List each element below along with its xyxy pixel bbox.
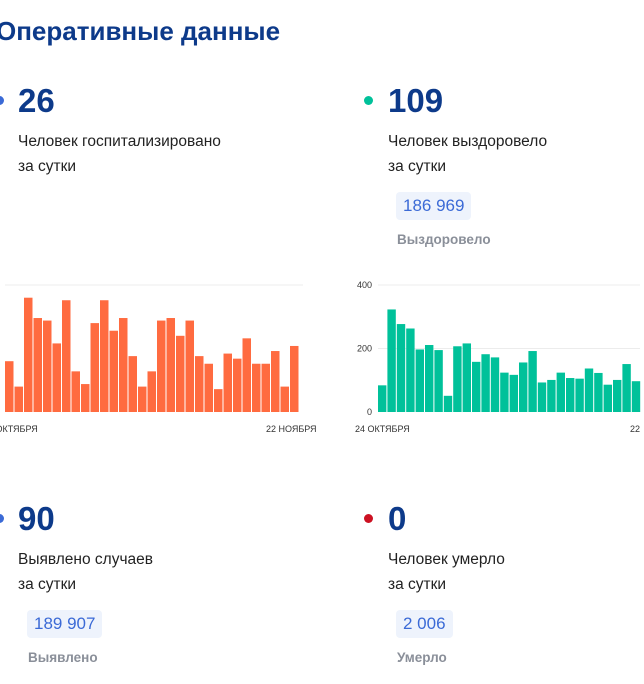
red-dot-icon: [364, 514, 373, 523]
recovered-value: 109: [388, 82, 444, 119]
deaths-desc: Человек умерло за сутки: [388, 547, 505, 597]
bar[interactable]: [537, 382, 547, 412]
bar[interactable]: [528, 351, 537, 412]
bar[interactable]: [195, 356, 204, 412]
bar[interactable]: [378, 385, 387, 412]
bar[interactable]: [271, 351, 280, 412]
bar[interactable]: [176, 335, 185, 412]
hospitalized-value: 26: [18, 82, 55, 119]
bar[interactable]: [166, 318, 176, 412]
recovered-total: 186 969: [396, 192, 472, 220]
desc-line1: Человек госпитализировано: [18, 133, 221, 150]
bar[interactable]: [261, 363, 271, 412]
desc-line1: Выявлено случаев: [18, 551, 153, 568]
bar[interactable]: [242, 338, 252, 412]
deaths-value: 0: [388, 500, 407, 537]
detected-total-label: Выявлено: [28, 650, 98, 665]
x-start-label: 24 ОКТЯБРЯ: [355, 424, 410, 434]
bar[interactable]: [223, 353, 233, 412]
bar[interactable]: [33, 318, 43, 412]
bar[interactable]: [519, 362, 528, 412]
bar[interactable]: [631, 381, 641, 412]
bar[interactable]: [425, 345, 434, 412]
bar[interactable]: [128, 356, 138, 412]
page-title: Оперативные данные: [0, 16, 281, 46]
bar[interactable]: [52, 343, 62, 412]
bar[interactable]: [453, 346, 462, 412]
bar[interactable]: [100, 300, 109, 412]
blue-dot-icon: [0, 514, 4, 523]
bar[interactable]: [406, 328, 415, 412]
bar[interactable]: [90, 323, 100, 412]
x-end-label: 22 НОЯБРЯ: [266, 424, 317, 434]
deaths-total: 2 006: [396, 610, 453, 638]
y-tick-label: 400: [357, 280, 372, 290]
bar[interactable]: [147, 371, 157, 412]
bar[interactable]: [252, 363, 261, 412]
bar[interactable]: [14, 386, 24, 412]
bar[interactable]: [290, 345, 299, 412]
card-detected: 90 Выявлено случаев за сутки 189 907 Выя…: [0, 500, 270, 670]
bar[interactable]: [575, 378, 584, 412]
bar[interactable]: [603, 384, 612, 412]
bar[interactable]: [71, 371, 81, 412]
bar[interactable]: [24, 297, 33, 412]
bar[interactable]: [396, 324, 406, 412]
bar[interactable]: [185, 320, 195, 412]
bar[interactable]: [233, 358, 242, 412]
hospitalized-desc: Человек госпитализировано за сутки: [18, 129, 221, 179]
bar[interactable]: [500, 372, 509, 412]
desc-line2: за сутки: [388, 576, 447, 593]
desc-line2: за сутки: [18, 576, 77, 593]
bar[interactable]: [204, 363, 214, 412]
y-tick-label: 0: [367, 407, 372, 417]
bar[interactable]: [594, 372, 603, 412]
bar[interactable]: [613, 379, 622, 412]
desc-line1: Человек выздоровело: [388, 133, 548, 150]
bar[interactable]: [415, 349, 424, 412]
recovered-desc: Человек выздоровело за сутки: [388, 129, 547, 179]
bar[interactable]: [434, 350, 443, 412]
bar[interactable]: [547, 379, 556, 412]
recovered-chart: 0 200 400: [340, 270, 642, 420]
green-dot-icon: [364, 96, 373, 105]
bar[interactable]: [443, 395, 453, 412]
bar[interactable]: [5, 361, 14, 412]
deaths-total-label: Умерло: [397, 650, 447, 665]
recovered-total-label: Выздоровело: [397, 232, 491, 247]
x-end-label: 22: [630, 424, 641, 434]
bar[interactable]: [584, 368, 594, 412]
bar[interactable]: [387, 309, 396, 412]
bar[interactable]: [509, 374, 518, 412]
card-recovered: 109 Человек выздоровело за сутки 186 969…: [364, 82, 634, 252]
bar[interactable]: [622, 364, 631, 412]
card-hospitalized: 26 Человек госпитализировано за сутки: [0, 82, 270, 252]
bar[interactable]: [157, 320, 166, 412]
bar[interactable]: [556, 372, 565, 412]
bar[interactable]: [62, 300, 71, 412]
detected-desc: Выявлено случаев за сутки: [18, 547, 153, 597]
bar[interactable]: [490, 357, 500, 412]
bar[interactable]: [81, 384, 90, 412]
x-start-label: 24 ОКТЯБРЯ: [0, 424, 38, 434]
card-deaths: 0 Человек умерло за сутки 2 006 Умерло: [364, 500, 634, 670]
detected-value: 90: [18, 500, 55, 537]
detected-total: 189 907: [27, 610, 103, 638]
bar[interactable]: [462, 343, 471, 412]
bar[interactable]: [481, 354, 490, 412]
bar[interactable]: [214, 389, 223, 412]
desc-line1: Человек умерло: [388, 551, 505, 568]
bar[interactable]: [280, 386, 290, 412]
hospitalized-chart: [0, 270, 310, 420]
bar[interactable]: [109, 330, 119, 412]
desc-line2: за сутки: [388, 158, 447, 175]
bar[interactable]: [43, 320, 52, 412]
blue-dot-icon: [0, 96, 4, 105]
bar[interactable]: [138, 386, 147, 412]
desc-line2: за сутки: [18, 158, 77, 175]
bar[interactable]: [566, 378, 575, 412]
y-tick-label: 200: [357, 344, 372, 354]
bar[interactable]: [472, 361, 481, 412]
bar[interactable]: [119, 318, 128, 412]
